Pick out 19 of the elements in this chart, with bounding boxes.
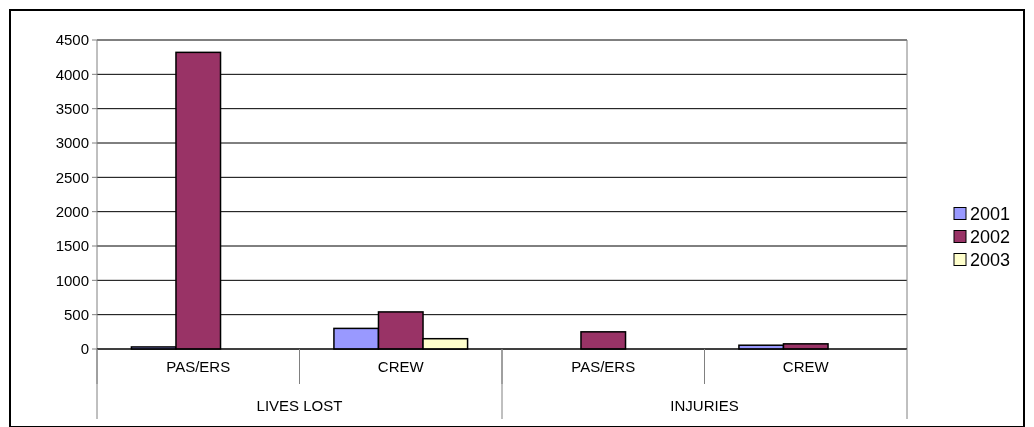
legend-label: 2001 [970,203,1011,224]
y-tick-label: 500 [63,305,89,323]
legend-label: 2002 [970,226,1011,247]
legend-label: 2003 [970,249,1011,270]
x-tick-label: CREW [377,358,425,375]
y-tick-label: 3500 [55,99,89,117]
x-tick-label: PAS/ERS [571,358,636,375]
x-tick-label: PAS/ERS [166,358,231,375]
y-tick-label: 4500 [55,31,89,49]
text: INJURIES [670,397,739,414]
x-tick-label: CREW [782,358,830,375]
y-tick-label: 2000 [55,202,89,220]
text: LIVES LOST [256,397,343,414]
y-tick-label: 0 [80,340,89,358]
y-tick-label: 2500 [55,168,89,186]
y-tick-label: 4000 [55,65,89,83]
y-tick-label: 1000 [55,271,89,289]
y-tick-label: 3000 [55,134,89,152]
y-tick-label: 1500 [55,237,89,255]
